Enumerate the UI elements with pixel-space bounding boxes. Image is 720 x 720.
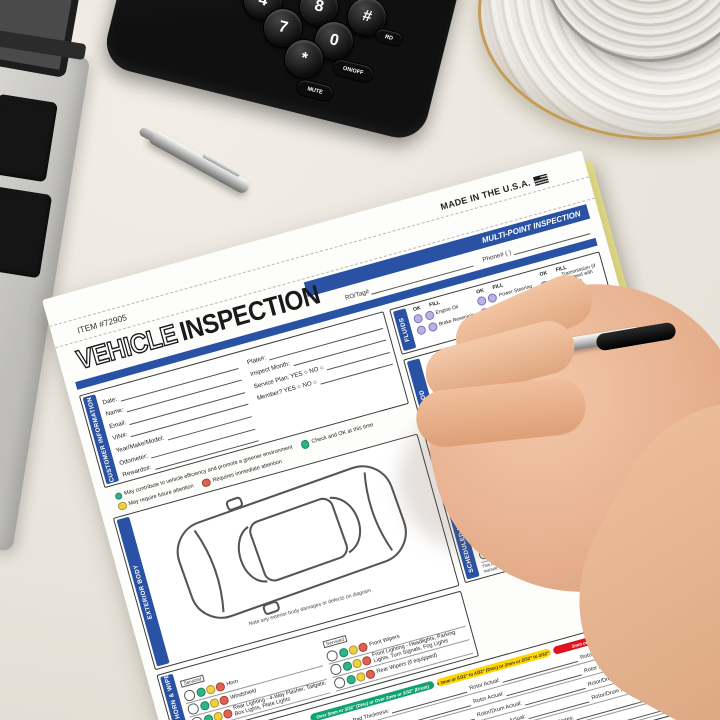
eco-dot-icon — [114, 491, 123, 501]
yellow-dot-icon — [351, 658, 363, 669]
green-dot-icon — [338, 647, 349, 659]
yellow-dot-icon — [205, 684, 216, 695]
row-label: Horn — [225, 678, 239, 688]
inspection-form-sheet: MADE IN THE U.S.A. ITEM #72905 VEHICLE I… — [42, 150, 720, 720]
phone-label: Phone# ( ) — [481, 248, 512, 264]
red-dot-icon — [222, 708, 234, 720]
yellow-dot-icon — [348, 644, 359, 656]
left-column: CUSTOMER INFORMATION Date: Name: — [78, 311, 481, 720]
red-dot-icon — [357, 642, 369, 653]
red-dot-icon — [218, 695, 230, 706]
green-dot-icon — [342, 661, 353, 672]
serviced-circle — [325, 649, 339, 663]
legend-dot-icon — [116, 500, 128, 512]
legend-dot-icon — [201, 477, 212, 488]
car-diagram — [176, 465, 407, 619]
yellow-dot-icon — [209, 698, 220, 709]
serviced-circle — [186, 702, 200, 716]
form: MADE IN THE U.S.A. ITEM #72905 VEHICLE I… — [42, 150, 720, 720]
desk-pen — [146, 128, 252, 196]
notes-label: Notes: — [558, 715, 575, 720]
serviced-circle — [182, 689, 196, 703]
red-dot-icon — [365, 669, 376, 680]
form-columns: CUSTOMER INFORMATION Date: Name: — [78, 251, 696, 720]
red-dot-icon — [361, 655, 372, 667]
legend-dot-icon — [300, 439, 311, 450]
green-dot-icon — [195, 687, 207, 698]
serviced-circle — [190, 716, 204, 720]
ok-circle — [415, 324, 427, 336]
green-dot-icon — [203, 714, 214, 720]
ro-tag-label: RO/Tag# — [344, 287, 370, 302]
green-dot-icon — [345, 674, 357, 686]
fluids-tab-label: FLUIDS — [397, 316, 412, 343]
us-flag-icon — [532, 173, 549, 186]
exterior-body-section: EXTERIOR BODY — [112, 433, 460, 671]
serviced-circle — [332, 676, 346, 690]
yellow-dot-icon — [212, 711, 224, 720]
green-dot-icon — [199, 700, 210, 712]
red-dot-icon — [215, 681, 226, 693]
fill-circle — [426, 321, 438, 333]
car-diagram-wrap — [134, 439, 449, 644]
yellow-dot-icon — [355, 671, 366, 683]
field-label: Rewards#: — [121, 464, 153, 479]
serviced-circle — [329, 663, 343, 677]
